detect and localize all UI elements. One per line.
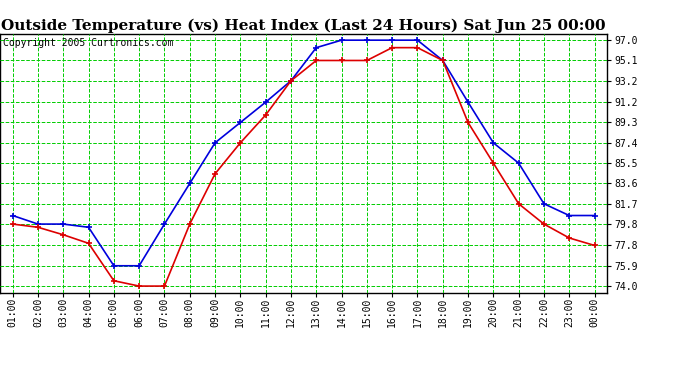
Title: Outside Temperature (vs) Heat Index (Last 24 Hours) Sat Jun 25 00:00: Outside Temperature (vs) Heat Index (Las… — [1, 18, 606, 33]
Text: Copyright 2005 Curtronics.com: Copyright 2005 Curtronics.com — [3, 38, 173, 48]
